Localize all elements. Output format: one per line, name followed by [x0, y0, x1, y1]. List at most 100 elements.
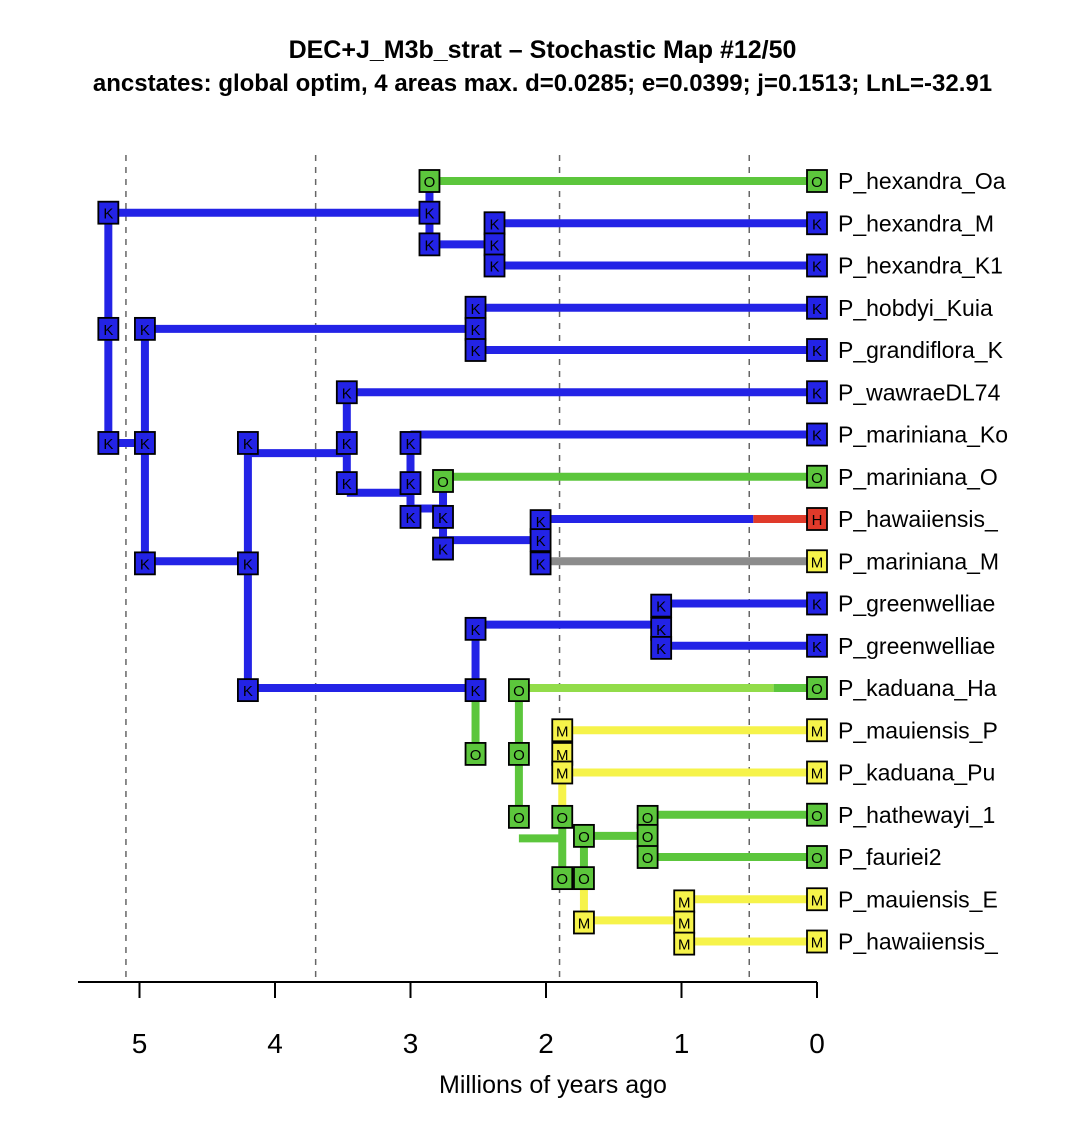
tip-label: P_fauriei2	[838, 844, 942, 870]
tip-state-box	[806, 338, 828, 362]
node-state-box	[551, 804, 574, 829]
node-state-box	[573, 910, 595, 935]
tip-label: P_wawraeDL74	[838, 379, 1001, 405]
node-state-box	[335, 380, 358, 405]
tip-label: P_hathewayi_1	[838, 802, 995, 828]
node-state-box-label: K	[656, 599, 666, 616]
node-state-box-label: K	[342, 476, 352, 493]
node-state-box	[529, 528, 552, 553]
tip-state-box-label: K	[812, 301, 822, 318]
node-state-box	[399, 431, 422, 455]
tip-state-box-label: M	[811, 766, 824, 783]
map-subtitle: ancstates: global optim, 4 areas max. d=…	[92, 70, 993, 97]
node-state-box-label: K	[342, 385, 352, 402]
tip-state-box	[806, 845, 828, 869]
tip-state-box	[806, 549, 828, 574]
node-state-box	[418, 169, 441, 193]
node-state-box-label: K	[342, 436, 352, 453]
tip-label: P_greenwelliae	[838, 633, 995, 659]
tip-label: P_hexandra_M	[838, 210, 994, 236]
node-state-box-label: O	[470, 747, 482, 764]
node-state-box-label: K	[140, 436, 150, 453]
node-state-box-label: O	[578, 871, 590, 888]
node-state-box-label: M	[678, 894, 691, 911]
node-state-box-label: K	[438, 510, 448, 527]
node-state-box-label: K	[405, 436, 415, 453]
node-state-box	[97, 200, 120, 225]
node-state-box-label: O	[513, 683, 525, 700]
node-state-box-label: K	[536, 514, 546, 531]
node-state-box-label: K	[490, 259, 500, 276]
tip-state-box	[806, 591, 828, 616]
node-state-box-label: M	[678, 937, 691, 954]
node-state-box-label: K	[103, 206, 113, 223]
node-state-box-label: M	[556, 747, 569, 764]
tip-state-box-label: O	[811, 174, 823, 191]
map-title: DEC+J_M3b_strat – Stochastic Map #12/50	[288, 36, 797, 64]
node-state-box-label: K	[424, 206, 434, 223]
node-state-box-label: K	[471, 622, 481, 639]
tip-state-box-label: K	[812, 216, 822, 233]
node-state-box-label: K	[471, 343, 481, 360]
tip-state-box-label: M	[811, 554, 824, 571]
node-state-box-label: O	[642, 829, 654, 846]
tip-label: P_mariniana_M	[838, 548, 999, 574]
tip-label: P_hexandra_K1	[838, 253, 1003, 279]
node-state-box-label: O	[424, 174, 436, 191]
node-state-box-label: K	[103, 436, 113, 453]
node-state-box-label: K	[471, 683, 481, 700]
tip-state-box-label: M	[811, 935, 824, 952]
tip-state-box-label: O	[811, 850, 823, 867]
x-axis-tick-label: 2	[538, 1028, 554, 1059]
node-state-box	[335, 471, 358, 495]
tip-state-box	[806, 760, 828, 785]
tip-label: P_mariniana_O	[838, 464, 998, 490]
tip-state-box	[806, 507, 828, 531]
node-state-box	[464, 742, 487, 766]
node-state-box	[483, 253, 506, 278]
node-state-box	[529, 551, 552, 576]
node-state-box	[464, 616, 487, 641]
tip-state-box-label: O	[811, 681, 823, 698]
node-state-box-label: O	[556, 810, 568, 827]
node-state-box-label: K	[103, 322, 113, 339]
tip-state-box-label: O	[811, 808, 823, 825]
node-state-box	[573, 823, 595, 848]
tip-state-box	[806, 929, 828, 954]
node-state-box-label: K	[438, 542, 448, 559]
node-state-box	[432, 504, 454, 529]
node-state-box	[134, 316, 156, 341]
node-state-box-label: M	[556, 723, 569, 740]
node-state-box-label: O	[556, 871, 568, 888]
node-state-box-label: K	[140, 322, 150, 339]
node-state-box-label: M	[678, 915, 691, 932]
node-state-box	[432, 536, 454, 561]
node-state-box	[97, 431, 120, 455]
tip-label: P_hexandra_Oa	[838, 168, 1006, 194]
tip-state-box	[806, 718, 828, 743]
tip-state-box	[806, 422, 828, 447]
node-state-box	[464, 338, 487, 362]
node-state-box	[464, 678, 487, 703]
tip-state-box-label: M	[811, 892, 824, 909]
node-state-box	[335, 431, 358, 455]
node-state-box-label: K	[471, 301, 481, 318]
x-axis-tick-label: 1	[674, 1028, 690, 1059]
tip-state-box	[806, 253, 828, 278]
node-state-box	[650, 593, 673, 618]
node-state-box	[507, 742, 530, 766]
node-state-box	[418, 200, 441, 225]
tip-state-box-label: K	[812, 343, 822, 360]
node-state-box-label: O	[642, 850, 654, 867]
tip-state-box	[806, 676, 828, 700]
node-state-box	[236, 551, 259, 576]
node-state-box-label: K	[243, 683, 253, 700]
node-state-box-label: O	[513, 747, 525, 764]
x-axis-tick-label: 3	[403, 1028, 419, 1059]
node-state-box-label: K	[243, 436, 253, 453]
tip-state-box-label: K	[812, 385, 822, 402]
node-state-box-label: K	[243, 556, 253, 573]
node-state-box	[97, 316, 120, 341]
node-state-box	[636, 845, 659, 869]
